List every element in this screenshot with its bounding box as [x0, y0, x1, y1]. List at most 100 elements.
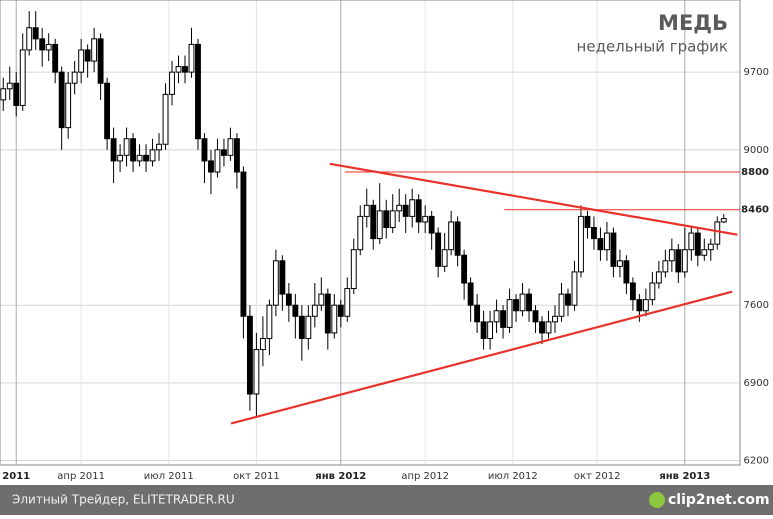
candle-body — [227, 138, 234, 156]
x-tick-label: июл 2011 — [144, 471, 194, 482]
y-tick-label: 9000 — [744, 145, 769, 156]
candle-body — [65, 82, 72, 129]
candle-body — [623, 260, 630, 284]
candle-body — [532, 310, 539, 323]
candle-body — [707, 243, 714, 251]
candle-body — [233, 138, 240, 173]
candle-body — [188, 43, 195, 73]
candle-body — [454, 221, 461, 256]
candle-body — [422, 215, 429, 223]
candle-body — [39, 38, 46, 51]
candle-body — [84, 49, 91, 62]
candle-body — [169, 71, 175, 95]
candle-body — [629, 282, 636, 301]
candle-body — [610, 232, 617, 267]
candle-body — [285, 293, 292, 306]
candle-body — [19, 49, 26, 106]
x-tick-label: июл 2012 — [488, 471, 538, 482]
candle-body — [720, 218, 727, 223]
candle-body — [130, 138, 137, 162]
x-tick-label: апр 2012 — [401, 471, 449, 482]
candle-body — [175, 66, 182, 73]
candle-body — [311, 304, 318, 317]
candle-body — [415, 199, 422, 223]
candle-body — [688, 232, 695, 251]
y-tick-label: 7600 — [744, 300, 769, 311]
candle-body — [117, 154, 124, 162]
candle-body — [298, 315, 305, 339]
candle-body — [558, 293, 565, 317]
candle-body — [506, 299, 513, 328]
x-tick-label: апр 2011 — [57, 471, 105, 482]
candle-body — [143, 154, 149, 162]
candle-body — [448, 221, 455, 251]
candle-body — [201, 138, 208, 162]
candle-body — [363, 204, 370, 217]
footer-bar — [0, 485, 773, 515]
candle-body — [208, 160, 214, 173]
candle-body — [681, 249, 688, 273]
candle-body — [104, 82, 111, 140]
candle-body — [221, 149, 227, 156]
chart-title: МЕДЬ — [658, 11, 728, 35]
x-tick-label: 2011 — [2, 471, 30, 482]
candle-body — [136, 154, 143, 162]
candle-body — [662, 260, 669, 273]
candle-body — [591, 227, 597, 240]
candle-body — [603, 232, 610, 251]
candle-body — [441, 249, 448, 267]
candle-body — [266, 304, 273, 339]
candle-body — [162, 93, 169, 145]
candle-body — [337, 304, 344, 317]
candle-body — [668, 249, 675, 262]
candle-body — [675, 249, 682, 273]
candle-body — [597, 238, 604, 251]
candle-body — [500, 310, 507, 328]
candle-body — [526, 293, 532, 312]
logo-icon — [649, 492, 665, 508]
candle-body — [376, 210, 383, 240]
candle-body — [331, 304, 338, 334]
candle-body — [616, 260, 623, 267]
x-tick-label: янв 2012 — [315, 471, 366, 482]
candle-body — [26, 27, 33, 51]
trend-line — [230, 290, 733, 425]
candle-body — [6, 82, 13, 90]
candle-body — [97, 38, 104, 84]
candle-body — [428, 215, 435, 234]
candle-body — [259, 337, 266, 351]
candle-body — [32, 27, 39, 40]
candle-body — [182, 66, 188, 73]
x-tick-label: окт 2012 — [574, 471, 621, 482]
candle-body — [402, 204, 409, 217]
candle-body — [493, 310, 500, 323]
candle-body — [396, 204, 403, 212]
candle-body — [552, 315, 558, 323]
candle-body — [272, 260, 279, 306]
candle-body — [110, 138, 117, 162]
candle-body — [318, 293, 325, 306]
candle-body — [513, 299, 519, 312]
candle-body — [461, 254, 468, 284]
candle-body — [292, 304, 299, 317]
candle-body — [123, 138, 130, 156]
candle-body — [467, 282, 474, 306]
level-label: 8460 — [741, 205, 769, 216]
candle-body — [545, 321, 552, 334]
background — [0, 0, 773, 485]
watermark: clip2net.com — [668, 492, 770, 508]
candle-body — [253, 349, 260, 395]
candle-body — [409, 199, 416, 217]
candle-body — [350, 249, 357, 290]
candle-body — [240, 171, 247, 317]
level-label: 8800 — [741, 167, 769, 178]
candle-body — [78, 49, 85, 73]
candle-body — [584, 215, 591, 229]
candle-body — [214, 149, 221, 173]
footer-text: Элитный Трейдер, ELITETRADER.RU — [12, 493, 235, 507]
candle-body — [52, 43, 59, 73]
candle-body — [474, 304, 481, 323]
candle-body — [565, 293, 571, 306]
